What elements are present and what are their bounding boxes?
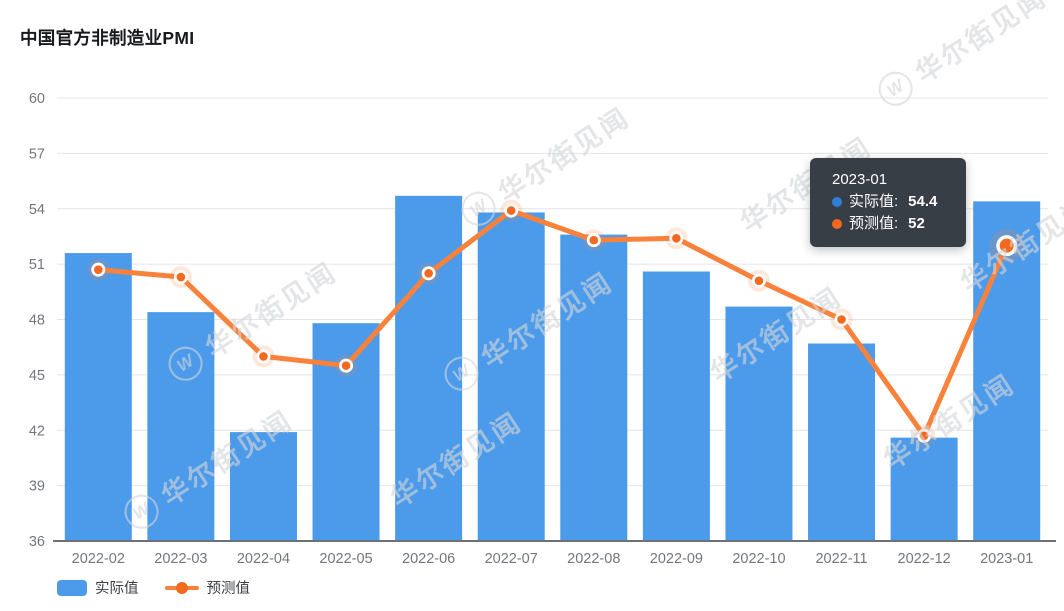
- legend: 实际值 预测值: [57, 577, 250, 598]
- tooltip-forecast-label: 预测值:: [849, 215, 899, 232]
- x-axis-label: 2023-01: [980, 551, 1033, 567]
- bar-2022-12[interactable]: [890, 437, 958, 541]
- tooltip-title: 2023-01: [832, 171, 888, 188]
- legend-item-forecast[interactable]: 预测值: [164, 577, 251, 598]
- bar-2022-09[interactable]: [642, 271, 710, 541]
- y-axis-label: 54: [29, 202, 45, 218]
- forecast-line: [95, 208, 1010, 439]
- tooltip: 2023-01 实际值: 54.4 预测值: 52: [810, 158, 966, 247]
- bar-2022-08[interactable]: [560, 234, 628, 541]
- actual-series-dot-icon: [832, 197, 842, 207]
- bar-2022-04[interactable]: [229, 432, 297, 541]
- x-axis-label: 2022-02: [72, 551, 125, 567]
- y-axis-label: 39: [29, 479, 45, 495]
- bar-2022-02[interactable]: [64, 253, 132, 542]
- tooltip-actual-row: 实际值: 54.4: [832, 191, 952, 213]
- y-axis-label: 36: [29, 534, 45, 550]
- forecast-point-2022-10[interactable]: [754, 276, 764, 286]
- tooltip-forecast-value: 52: [908, 215, 925, 232]
- forecast-line-swatch-icon: [164, 581, 199, 595]
- x-axis-label: 2022-12: [898, 551, 951, 567]
- x-axis-label: 2022-09: [650, 551, 703, 567]
- x-axis-label: 2022-06: [402, 551, 455, 567]
- x-axis-label: 2022-08: [567, 551, 620, 567]
- legend-item-actual[interactable]: 实际值: [57, 577, 139, 598]
- forecast-point-2022-11[interactable]: [837, 315, 846, 324]
- y-axis-label: 48: [29, 313, 45, 329]
- bar-2022-07[interactable]: [477, 212, 545, 542]
- y-axis-label: 57: [29, 146, 45, 162]
- x-axis-label: 2022-10: [732, 551, 785, 567]
- forecast-point-2022-04[interactable]: [259, 352, 268, 361]
- actual-bar-swatch-icon: [57, 579, 87, 596]
- bar-2022-11[interactable]: [808, 343, 876, 541]
- x-axis-label: 2022-05: [319, 551, 372, 567]
- x-axis-label: 2022-04: [237, 551, 290, 567]
- forecast-point-2022-02[interactable]: [93, 265, 103, 274]
- forecast-point-2022-09[interactable]: [672, 233, 681, 243]
- forecast-point-2022-06[interactable]: [424, 269, 433, 278]
- bar-2022-06[interactable]: [395, 195, 463, 541]
- x-axis-label: 2022-07: [485, 551, 538, 567]
- bar-2023-01[interactable]: [973, 201, 1041, 541]
- y-axis-label: 45: [29, 368, 45, 384]
- forecast-point-2023-01[interactable]: [999, 238, 1014, 253]
- tooltip-actual-value: 54.4: [908, 193, 938, 210]
- forecast-point-2022-05[interactable]: [341, 361, 351, 370]
- bar-2022-03[interactable]: [147, 312, 215, 541]
- forecast-point-2022-08[interactable]: [589, 235, 599, 245]
- y-axis-label: 42: [29, 423, 45, 439]
- forecast-point-2022-03[interactable]: [176, 272, 186, 282]
- y-axis-label: 51: [29, 257, 45, 273]
- x-axis-label: 2022-11: [815, 551, 867, 567]
- forecast-series-dot-icon: [832, 219, 842, 229]
- x-axis-label: 2022-03: [154, 551, 207, 567]
- tooltip-forecast-row: 预测值: 52: [832, 213, 952, 235]
- forecast-point-2022-07[interactable]: [506, 206, 516, 215]
- y-axis-label: 60: [29, 91, 45, 107]
- legend-forecast-label: 预测值: [206, 581, 251, 597]
- forecast-point-2022-12[interactable]: [919, 431, 929, 441]
- legend-actual-label: 实际值: [95, 581, 139, 597]
- tooltip-actual-label: 实际值:: [849, 193, 899, 210]
- chart-title: 中国官方非制造业PMI: [20, 28, 195, 48]
- bar-2022-10[interactable]: [725, 306, 793, 541]
